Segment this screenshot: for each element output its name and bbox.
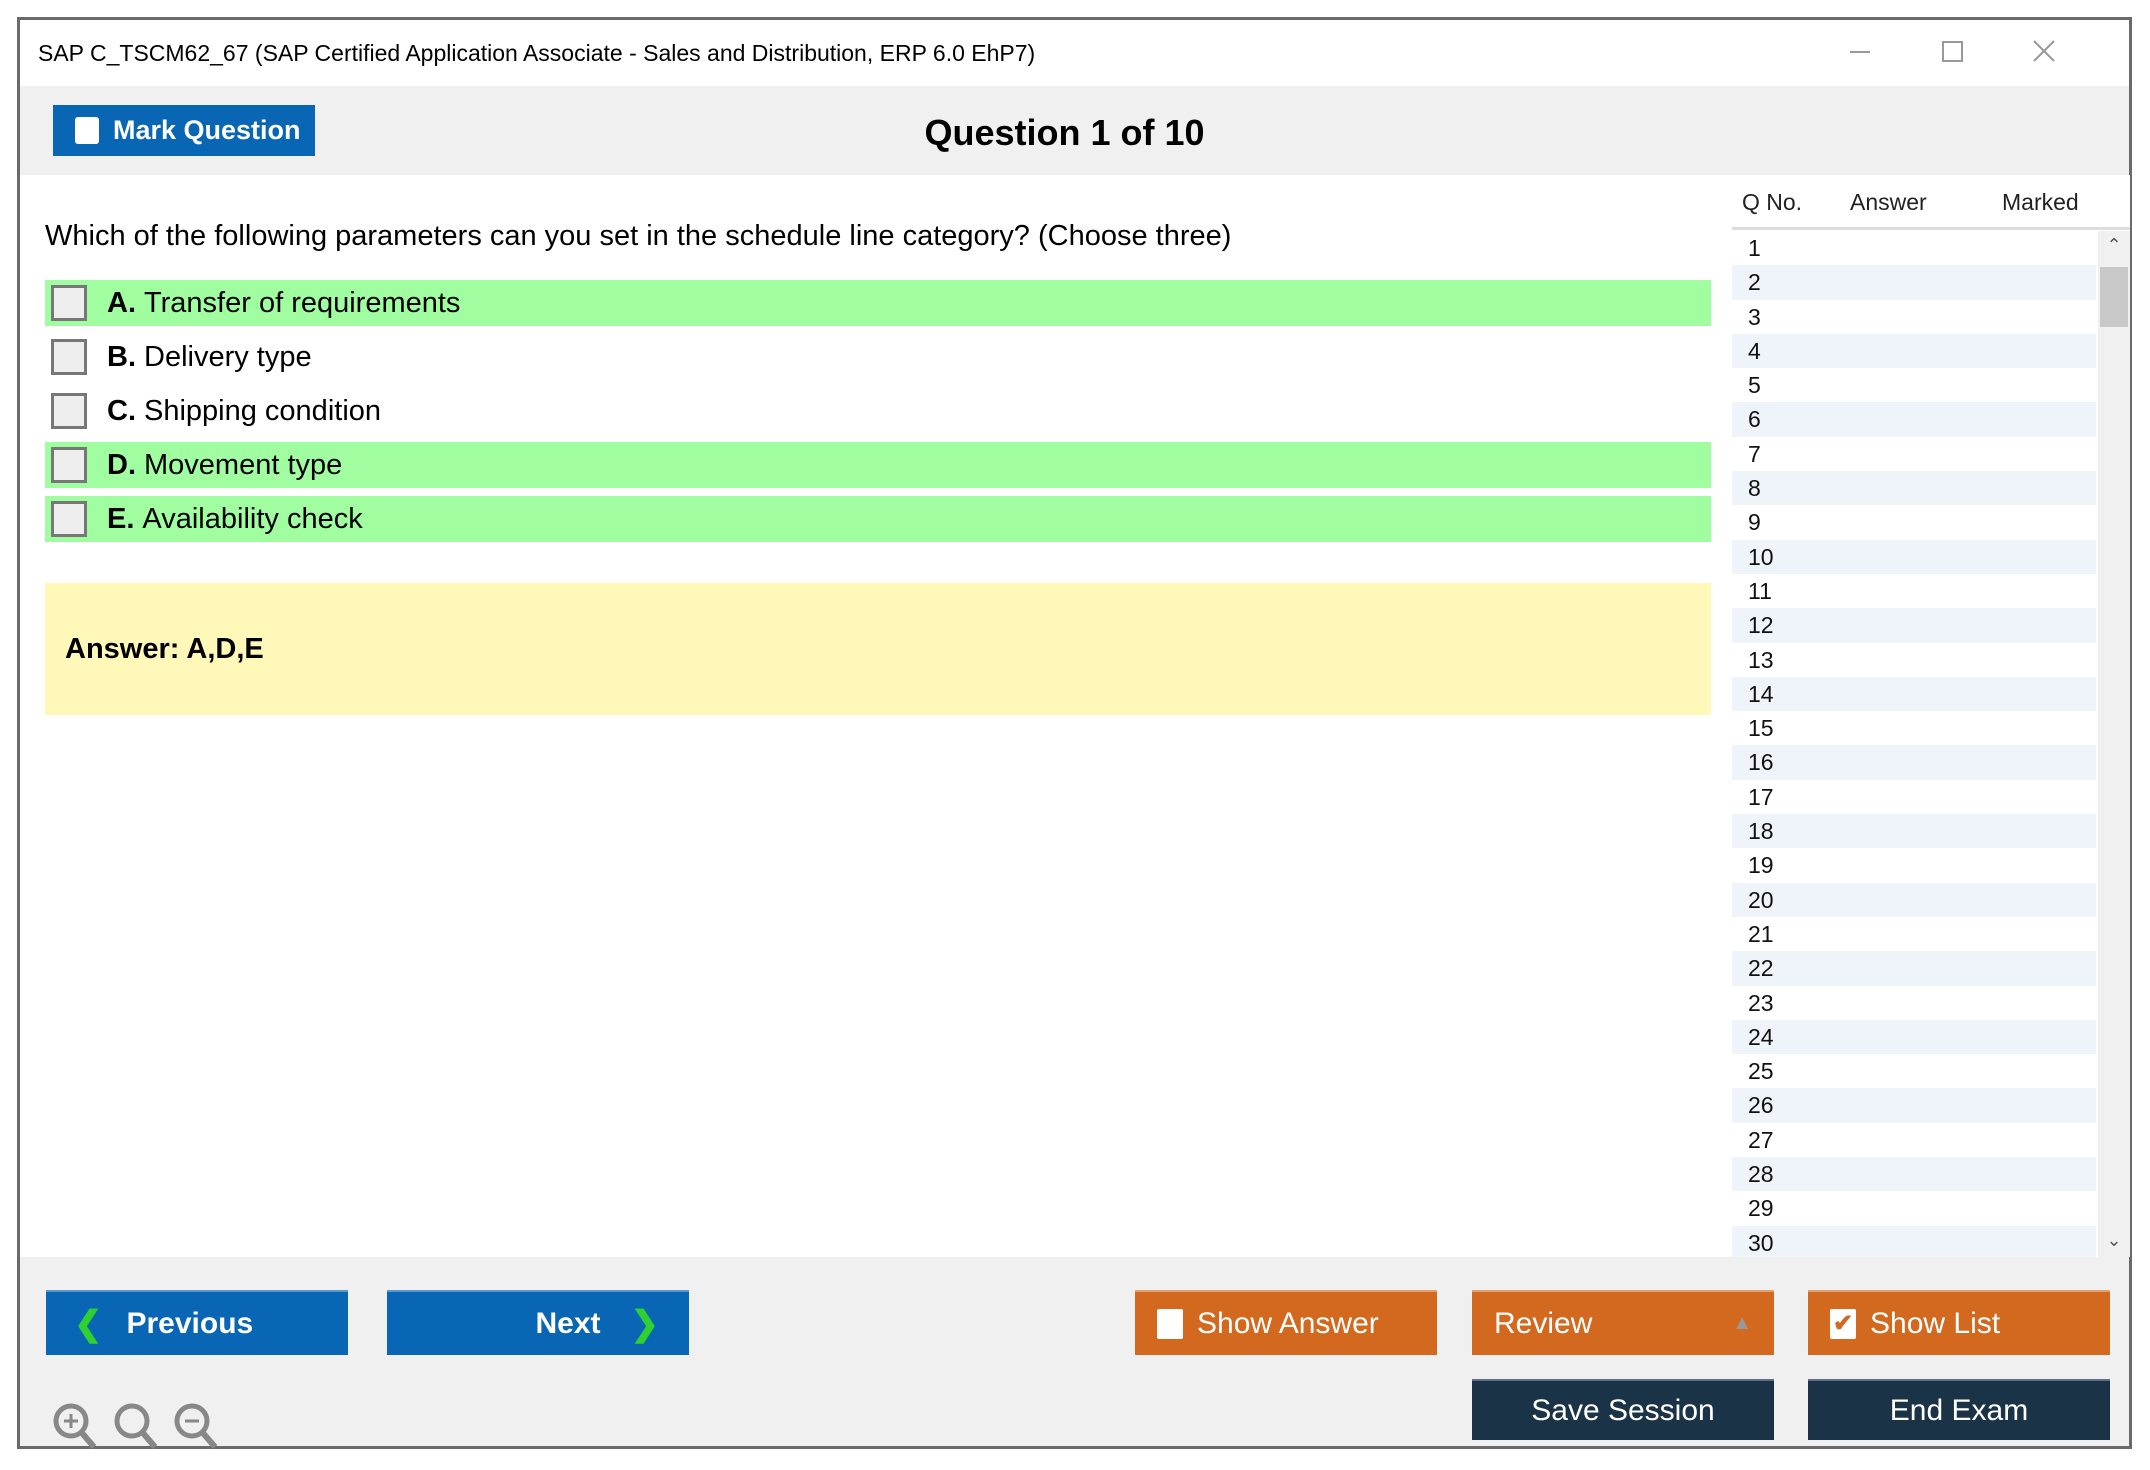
show-answer-button[interactable]: Show Answer [1135, 1290, 1437, 1355]
option-b[interactable]: B. Delivery type [45, 334, 1711, 380]
list-row-9[interactable]: 9 [1748, 509, 1761, 536]
scroll-up-icon[interactable]: ⌃ [2106, 235, 2122, 255]
list-row-28[interactable]: 28 [1732, 1157, 2096, 1192]
list-row-24[interactable]: 24 [1732, 1019, 2096, 1055]
option-e[interactable]: E. Availability check [45, 496, 1711, 542]
option-text: Delivery type [144, 340, 312, 373]
option-c[interactable]: C. Shipping condition [45, 388, 1711, 434]
list-row-27[interactable]: 27 [1748, 1126, 1774, 1153]
list-rows: 1 2 3 4 5 6 7 8 9 10 11 12 13 14 15 16 17 18 19 20 21 22 23 24 2… [1732, 231, 2096, 1260]
option-letter: B. [107, 340, 136, 373]
scroll-down-icon[interactable]: ⌄ [2106, 1230, 2122, 1250]
column-header-marked[interactable]: Marked [2002, 189, 2079, 215]
option-text: Transfer of requirements [144, 286, 461, 319]
question-list: Q No. Answer Marked 1 2 3 4 5 6 7 8 9 10 11 12 13 14 1… [1732, 175, 2130, 1260]
question-text: Which of the following parameters can yo… [45, 220, 1232, 252]
question-panel: Which of the following parameters can yo… [22, 175, 1727, 1257]
list-row-1[interactable]: 1 [1748, 235, 1761, 261]
column-header-qno[interactable]: Q No. [1742, 189, 1803, 215]
list-row-29[interactable]: 29 [1748, 1195, 1774, 1222]
title-bar: SAP C_TSCM62_67 (SAP Certified Applicati… [20, 20, 2129, 86]
chevron-left-icon: ❮ [74, 1304, 103, 1343]
show-answer-label: Show Answer [1197, 1306, 1379, 1340]
question-counter: Question 1 of 10 [924, 112, 1205, 153]
previous-button[interactable]: ❮ Previous [46, 1290, 348, 1355]
list-row-5[interactable]: 5 [1748, 372, 1761, 399]
list-row-15[interactable]: 15 [1748, 715, 1774, 742]
answer-text: Answer: A,D,E [65, 633, 264, 665]
zoom-out-icon[interactable] [173, 1402, 219, 1452]
end-exam-label: End Exam [1889, 1393, 2029, 1427]
list-header: Q No. Answer Marked [1732, 175, 2130, 230]
review-dropdown[interactable]: Review ▲ [1472, 1290, 1774, 1355]
window-title: SAP C_TSCM62_67 (SAP Certified Applicati… [38, 40, 1036, 66]
list-row-21[interactable]: 21 [1748, 920, 1774, 947]
option-d[interactable]: D. Movement type [45, 442, 1711, 488]
list-row-18[interactable]: 18 [1732, 814, 2096, 849]
mark-question-label: Mark Question [113, 115, 301, 145]
scrollbar-thumb[interactable] [2100, 267, 2128, 327]
option-text: Shipping condition [144, 394, 382, 427]
option-text: Availability check [142, 502, 363, 535]
check-icon: ✔ [1830, 1308, 1856, 1339]
list-row-22[interactable]: 22 [1732, 951, 2096, 986]
checkbox-icon [1157, 1308, 1183, 1339]
previous-label: Previous [126, 1306, 254, 1340]
list-row-25[interactable]: 25 [1748, 1058, 1774, 1085]
footer-bar: ❮ Previous Next ❯ Show Answer Review ▲ ✔… [20, 1257, 2129, 1449]
close-icon[interactable] [2024, 34, 2064, 70]
option-checkbox[interactable] [51, 447, 87, 483]
end-exam-button[interactable]: End Exam [1808, 1379, 2110, 1440]
list-row-26[interactable]: 26 [1732, 1088, 2096, 1123]
list-row-11[interactable]: 11 [1748, 577, 1772, 604]
list-row-16[interactable]: 16 [1732, 745, 2096, 780]
option-letter: C. [107, 394, 136, 427]
show-list-label: Show List [1870, 1306, 2001, 1340]
triangle-up-icon: ▲ [1732, 1312, 1752, 1334]
checkbox-icon [75, 117, 99, 144]
list-scrollbar[interactable]: ⌃ ⌄ [2098, 231, 2130, 1257]
next-button[interactable]: Next ❯ [387, 1290, 689, 1355]
list-row-30[interactable]: 30 [1732, 1225, 2096, 1260]
list-row-3[interactable]: 3 [1748, 303, 1761, 330]
save-session-label: Save Session [1531, 1393, 1715, 1427]
list-row-20[interactable]: 20 [1732, 882, 2096, 917]
list-row-14[interactable]: 14 [1732, 676, 2096, 712]
list-row-19[interactable]: 19 [1748, 852, 1774, 879]
chevron-right-icon: ❯ [630, 1304, 660, 1343]
option-letter: E. [107, 502, 135, 535]
option-checkbox[interactable] [51, 285, 87, 321]
list-row-10[interactable]: 10 [1732, 539, 2096, 574]
list-row-6[interactable]: 6 [1732, 402, 2096, 437]
zoom-in-icon[interactable] [52, 1402, 98, 1452]
list-row-8[interactable]: 8 [1732, 471, 2096, 506]
list-row-17[interactable]: 17 [1748, 783, 1774, 810]
option-checkbox[interactable] [51, 501, 87, 537]
list-row-23[interactable]: 23 [1748, 989, 1774, 1016]
question-header: Mark Question Question 1 of 10 [20, 86, 2129, 175]
app-window: SAP C_TSCM62_67 (SAP Certified Applicati… [17, 17, 2132, 1449]
option-checkbox[interactable] [51, 339, 87, 375]
list-row-13[interactable]: 13 [1748, 646, 1774, 673]
column-header-answer[interactable]: Answer [1850, 189, 1927, 215]
mark-question-button[interactable]: Mark Question [53, 105, 315, 156]
option-checkbox[interactable] [51, 393, 87, 429]
list-row-4[interactable]: 4 [1732, 333, 2096, 369]
review-label: Review [1494, 1306, 1593, 1340]
answer-box: Answer: A,D,E [45, 583, 1711, 715]
list-row-2[interactable]: 2 [1732, 265, 2096, 300]
list-row-12[interactable]: 12 [1732, 608, 2096, 643]
option-a[interactable]: A. Transfer of requirements [45, 280, 1711, 326]
option-letter: A. [107, 286, 136, 319]
minimize-icon[interactable] [1840, 34, 1880, 70]
zoom-reset-icon[interactable] [113, 1402, 159, 1452]
option-letter: D. [107, 448, 136, 481]
list-row-7[interactable]: 7 [1748, 440, 1761, 467]
maximize-icon[interactable] [1932, 34, 1972, 70]
next-label: Next [535, 1306, 601, 1340]
save-session-button[interactable]: Save Session [1472, 1379, 1774, 1440]
option-text: Movement type [144, 448, 343, 481]
show-list-button[interactable]: ✔ Show List [1808, 1290, 2110, 1355]
